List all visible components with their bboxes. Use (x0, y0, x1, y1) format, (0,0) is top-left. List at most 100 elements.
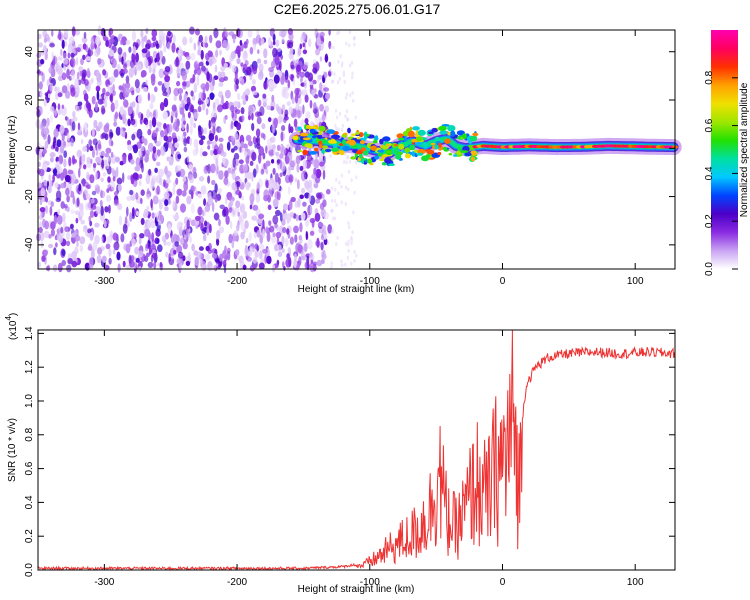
noise-mark (251, 79, 256, 85)
noise-mark (137, 250, 144, 258)
ridge-mark (386, 150, 392, 154)
spectrogram-y-tick-label: 0 (24, 145, 35, 151)
noise-mark (189, 124, 193, 135)
noise-mark (141, 135, 145, 143)
noise-mark (135, 86, 141, 94)
noise-mark (157, 199, 163, 204)
noise-mark (322, 249, 326, 259)
noise-mark (129, 212, 133, 222)
noise-mark (354, 160, 358, 165)
noise-mark (351, 71, 354, 76)
noise-mark (355, 253, 358, 258)
ridge-mark (367, 158, 373, 164)
noise-mark (62, 58, 69, 65)
noise-mark (80, 58, 84, 66)
noise-mark (219, 226, 224, 234)
noise-mark (44, 33, 50, 42)
noise-mark (222, 39, 228, 48)
noise-mark (283, 91, 290, 99)
noise-mark (242, 163, 248, 173)
noise-mark (268, 220, 272, 226)
noise-mark (308, 38, 312, 48)
noise-mark (335, 203, 338, 207)
snr-y-tick-label: 0.0 (24, 563, 35, 577)
noise-mark (289, 211, 295, 218)
noise-mark (56, 215, 63, 225)
noise-mark (271, 136, 276, 143)
noise-mark (304, 94, 309, 103)
noise-mark (244, 220, 249, 230)
noise-mark (338, 111, 342, 116)
noise-mark (280, 75, 285, 85)
noise-mark (246, 171, 253, 180)
noise-mark (339, 54, 342, 59)
snr-series-line (37, 329, 676, 572)
noise-mark (38, 81, 43, 90)
noise-mark (167, 30, 172, 37)
noise-mark (54, 146, 59, 152)
noise-mark (226, 141, 231, 151)
snr-x-tick-label: 0 (500, 577, 506, 588)
noise-mark (39, 207, 46, 213)
colorbar-tick-label: 0.2 (704, 214, 715, 228)
noise-mark (234, 158, 239, 167)
noise-mark (48, 234, 52, 239)
noise-mark (38, 161, 41, 168)
noise-mark (165, 251, 169, 258)
noise-mark (216, 165, 219, 175)
noise-mark (243, 44, 248, 49)
noise-mark (289, 160, 295, 168)
noise-mark (290, 196, 296, 203)
noise-mark (142, 36, 146, 42)
noise-mark (276, 190, 281, 201)
noise-mark (125, 81, 131, 90)
noise-mark (162, 35, 165, 46)
noise-mark (66, 132, 70, 141)
ridge-mark (464, 152, 472, 157)
noise-mark (43, 163, 48, 172)
noise-mark (205, 98, 209, 104)
noise-mark (173, 95, 177, 101)
noise-mark (117, 263, 121, 273)
noise-mark (180, 238, 185, 246)
noise-mark (79, 104, 82, 110)
noise-mark (315, 168, 322, 179)
noise-mark (77, 101, 83, 107)
noise-mark (182, 50, 186, 56)
noise-mark (74, 104, 78, 111)
noise-mark (147, 243, 151, 250)
noise-mark (281, 235, 285, 246)
noise-mark (95, 206, 101, 215)
noise-mark (71, 260, 78, 268)
ridge-mark (328, 139, 337, 144)
ridge-mark (370, 145, 377, 151)
noise-mark (251, 151, 257, 162)
noise-mark (95, 36, 101, 46)
ridge-mark (322, 145, 328, 149)
noise-mark (249, 160, 254, 166)
noise-mark (256, 182, 260, 192)
ridge-mark (379, 158, 385, 162)
noise-mark (268, 80, 274, 88)
noise-mark (236, 224, 240, 232)
noise-mark (140, 70, 147, 78)
noise-mark (53, 247, 57, 256)
noise-mark (118, 215, 123, 226)
noise-mark (113, 191, 118, 196)
noise-mark (302, 49, 308, 55)
noise-mark (348, 63, 352, 68)
ridge-mark (297, 149, 303, 153)
noise-mark (80, 219, 85, 225)
noise-mark (111, 140, 114, 147)
noise-mark (350, 261, 353, 266)
spectrogram-y-tick-label: -40 (24, 237, 35, 252)
noise-mark (311, 173, 317, 180)
ridge-mark (394, 143, 398, 147)
noise-mark (179, 49, 184, 57)
noise-mark (150, 221, 156, 229)
noise-mark (118, 85, 123, 91)
noise-mark (320, 234, 324, 241)
noise-mark (277, 106, 282, 115)
ridge-mark (423, 141, 428, 148)
noise-mark (254, 243, 259, 250)
